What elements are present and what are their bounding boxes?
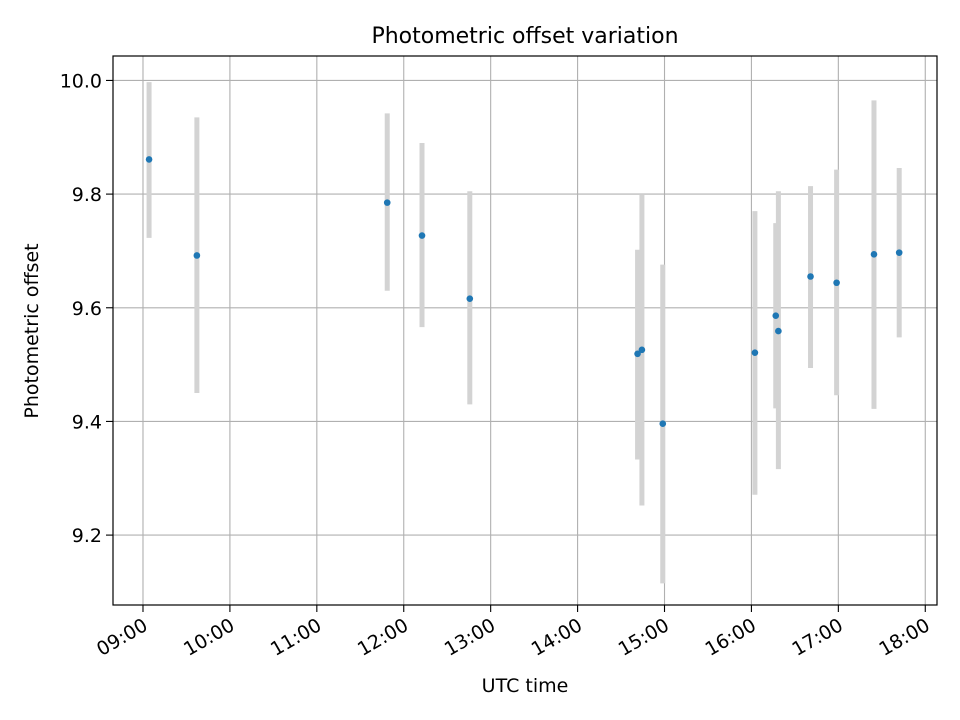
data-point bbox=[145, 156, 153, 163]
data-point bbox=[383, 199, 391, 206]
data-point bbox=[659, 420, 667, 428]
data-points bbox=[145, 156, 903, 428]
data-point bbox=[833, 279, 840, 287]
plot-frame bbox=[112, 55, 938, 606]
data-point bbox=[772, 312, 780, 320]
data-point bbox=[895, 249, 903, 256]
y-tick-label: 9.4 bbox=[72, 411, 102, 433]
y-tick-label: 9.2 bbox=[72, 525, 102, 547]
data-point bbox=[751, 349, 759, 356]
y-tick-label: 9.8 bbox=[72, 184, 102, 206]
data-point bbox=[634, 350, 641, 358]
data-point bbox=[466, 295, 474, 302]
data-point bbox=[807, 273, 814, 280]
y-axis-label: Photometric offset bbox=[21, 243, 43, 418]
chart-title: Photometric offset variation bbox=[371, 24, 678, 49]
y-axis-ticks: 9.2 9.4 9.6 9.8 10.0 bbox=[60, 70, 113, 547]
grid-lines bbox=[113, 56, 937, 605]
data-point bbox=[418, 232, 426, 239]
data-point bbox=[775, 327, 782, 335]
y-tick-label: 10.0 bbox=[60, 70, 102, 92]
x-axis-label: UTC time bbox=[482, 675, 569, 697]
data-point bbox=[638, 346, 646, 354]
data-point bbox=[193, 252, 201, 259]
data-point bbox=[870, 251, 878, 258]
y-tick-label: 9.6 bbox=[72, 298, 102, 320]
